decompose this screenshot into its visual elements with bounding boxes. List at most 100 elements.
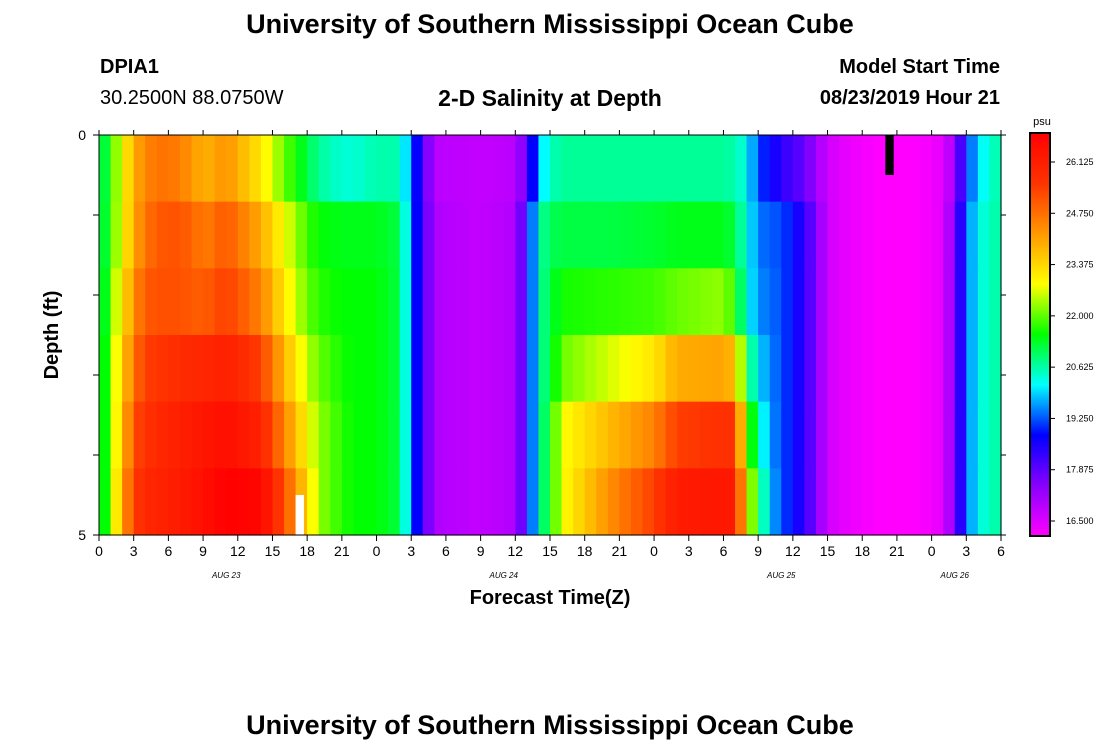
heatmap-cell bbox=[156, 135, 169, 203]
heatmap-cell bbox=[896, 135, 910, 203]
heatmap-cell bbox=[711, 135, 725, 203]
heatmap-cell bbox=[226, 135, 239, 203]
heatmap-cell bbox=[203, 135, 216, 203]
heatmap-cell bbox=[654, 335, 667, 403]
heatmap-cell bbox=[873, 135, 886, 203]
heatmap-cell bbox=[931, 201, 944, 269]
heatmap-cell bbox=[411, 401, 424, 469]
heatmap-cell bbox=[122, 335, 135, 403]
heatmap-cell bbox=[480, 201, 493, 269]
heatmap-cell bbox=[388, 135, 401, 203]
heatmap-cell bbox=[480, 268, 493, 336]
heatmap-cell bbox=[954, 335, 967, 403]
heatmap-cell bbox=[619, 401, 632, 469]
heatmap-cell bbox=[677, 335, 690, 403]
heatmap-cell bbox=[226, 268, 239, 336]
heatmap-cell bbox=[538, 335, 551, 403]
heatmap-cell bbox=[376, 401, 389, 469]
heatmap-cell bbox=[665, 335, 678, 403]
heatmap-cell bbox=[815, 135, 829, 203]
heatmap-cell bbox=[272, 401, 285, 469]
heatmap-cell bbox=[411, 268, 424, 336]
heatmap-cell bbox=[341, 135, 355, 203]
heatmap-cell bbox=[445, 401, 459, 469]
heatmap-cell bbox=[191, 335, 204, 403]
heatmap-cell bbox=[284, 335, 297, 403]
heatmap-cell bbox=[619, 135, 632, 203]
x-day-label: AUG 26 bbox=[940, 571, 970, 580]
x-tick-label: 15 bbox=[820, 543, 836, 559]
x-tick-label: 21 bbox=[334, 543, 350, 559]
heatmap-cell bbox=[931, 335, 944, 403]
heatmap-cell bbox=[457, 468, 470, 536]
heatmap-cell bbox=[943, 268, 956, 336]
heatmap-cell bbox=[272, 268, 285, 336]
footer-title: University of Southern Mississippi Ocean… bbox=[246, 710, 854, 740]
heatmap-cell bbox=[630, 268, 644, 336]
y-tick-label: 0 bbox=[78, 127, 86, 143]
heatmap-cell bbox=[654, 201, 667, 269]
heatmap-cell bbox=[596, 335, 609, 403]
heatmap-cell bbox=[411, 335, 424, 403]
heatmap-cell bbox=[654, 135, 667, 203]
heatmap-cell bbox=[503, 135, 516, 203]
colorbar-tick-label: 24.750 bbox=[1066, 208, 1094, 218]
heatmap-cell bbox=[445, 135, 459, 203]
heatmap-cell bbox=[284, 135, 297, 203]
heatmap-cell bbox=[873, 468, 886, 536]
heatmap-cell bbox=[573, 335, 586, 403]
heatmap-cell bbox=[307, 468, 320, 536]
heatmap-cell bbox=[550, 201, 563, 269]
heatmap-cell bbox=[677, 135, 690, 203]
heatmap-cell bbox=[330, 268, 343, 336]
x-axis: 0 3 6 9 12 15 18 21 0 3 6 9 12 15 18 21 0 3 6 9 12 15 18 21 0 3 6 A… bbox=[95, 130, 1005, 580]
heatmap-cell bbox=[769, 268, 782, 336]
heatmap-cell bbox=[353, 201, 366, 269]
heatmap-cell bbox=[908, 201, 921, 269]
heatmap-cell bbox=[746, 268, 759, 336]
heatmap-cell bbox=[434, 135, 447, 203]
heatmap-cell bbox=[353, 335, 366, 403]
heatmap-cell bbox=[677, 201, 690, 269]
heatmap-cell bbox=[503, 268, 516, 336]
x-tick-label: 3 bbox=[130, 543, 138, 559]
heatmap-cell bbox=[260, 268, 274, 336]
x-tick-label: 15 bbox=[265, 543, 281, 559]
heatmap-cell bbox=[873, 401, 886, 469]
heatmap-cell bbox=[237, 201, 250, 269]
heatmap-cell bbox=[330, 135, 343, 203]
heatmap-cell bbox=[607, 335, 620, 403]
heatmap-cell bbox=[619, 468, 632, 536]
heatmap-cell bbox=[399, 335, 412, 403]
heatmap-cell bbox=[966, 401, 979, 469]
x-tick-label: 6 bbox=[164, 543, 172, 559]
heatmap-cell bbox=[607, 401, 620, 469]
heatmap-cell bbox=[573, 401, 586, 469]
heatmap-cell bbox=[746, 401, 759, 469]
x-tick-label: 0 bbox=[928, 543, 936, 559]
heatmap-cell bbox=[469, 201, 482, 269]
heatmap-cell bbox=[954, 468, 967, 536]
heatmap-cell bbox=[457, 268, 470, 336]
heatmap-cell bbox=[203, 335, 216, 403]
heatmap-cell bbox=[364, 268, 378, 336]
heatmap-cell bbox=[989, 135, 1002, 203]
heatmap-cell bbox=[665, 201, 678, 269]
heatmap-cell bbox=[515, 268, 528, 336]
heatmap-cell bbox=[422, 201, 435, 269]
x-day-label: AUG 24 bbox=[489, 571, 519, 580]
x-tick-label: 9 bbox=[754, 543, 762, 559]
heatmap-cell bbox=[931, 468, 944, 536]
heatmap-markers bbox=[295, 135, 894, 535]
heatmap-cell bbox=[746, 135, 759, 203]
heatmap-cell bbox=[249, 268, 262, 336]
heatmap-cell bbox=[179, 135, 193, 203]
heatmap-cell bbox=[642, 201, 655, 269]
heatmap-cell bbox=[815, 401, 829, 469]
heatmap-cell bbox=[388, 335, 401, 403]
heatmap-cell bbox=[214, 201, 227, 269]
heatmap-cell bbox=[630, 401, 644, 469]
heatmap-cell bbox=[677, 468, 690, 536]
heatmap-cell bbox=[133, 335, 146, 403]
heatmap-cell bbox=[122, 468, 135, 536]
